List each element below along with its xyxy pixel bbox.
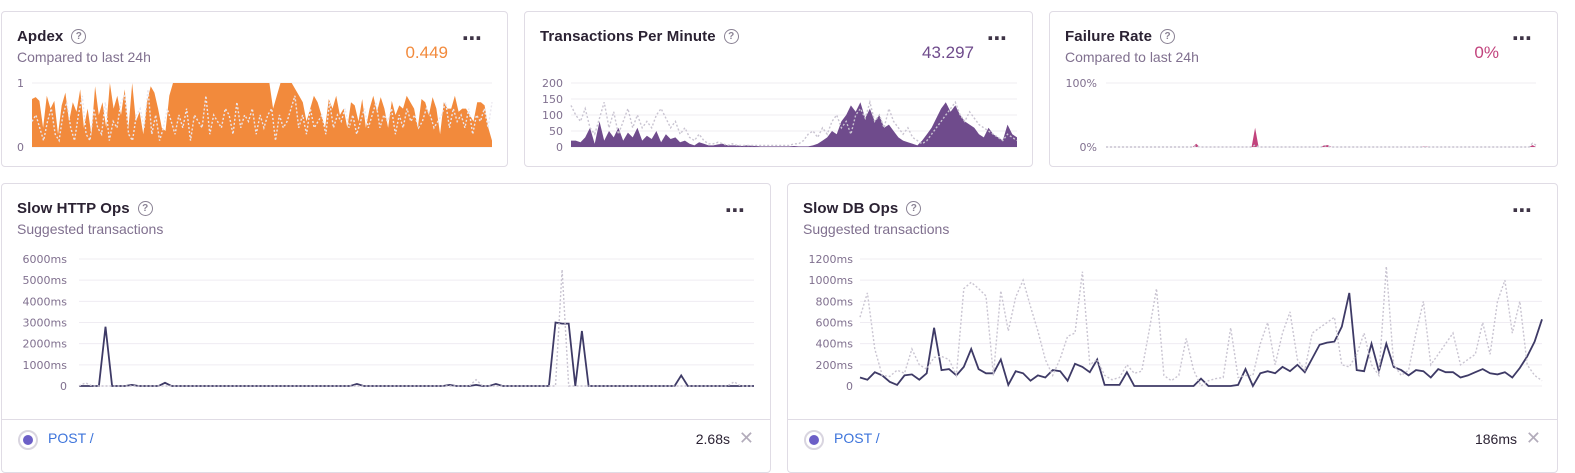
y-tick-label: 2000ms	[23, 338, 68, 351]
question-circle-icon[interactable]: ?	[906, 201, 922, 216]
y-tick-label: 0	[846, 380, 853, 393]
y-tick-label: 200ms	[816, 359, 854, 372]
apdex-subtitle: Compared to last 24h	[17, 49, 151, 65]
series-line	[859, 292, 1543, 388]
y-tick-label: 0	[556, 141, 563, 154]
failure-chart: 0% 100%	[1066, 77, 1537, 154]
question-circle-icon[interactable]: ?	[723, 29, 739, 44]
slow-db-ops-card: Slow DB Ops ? Suggested transactions ⋯ 0…	[787, 183, 1558, 473]
comparison-line	[31, 89, 493, 143]
question-circle-icon[interactable]: ?	[1160, 29, 1176, 44]
series-area	[1106, 127, 1536, 147]
tpm-title-row: Transactions Per Minute ?	[540, 28, 739, 45]
tpm-title: Transactions Per Minute	[540, 28, 716, 45]
transaction-link[interactable]: POST /	[48, 430, 94, 446]
y-tick-label: 0	[17, 141, 24, 154]
apdex-title: Apdex	[17, 28, 64, 45]
slow-http-footer: POST / 2.68s ✕	[2, 419, 770, 459]
series-line	[79, 321, 754, 387]
y-tick-label: 1000ms	[809, 274, 854, 287]
failure-rate-card: Failure Rate ? Compared to last 24h 0% ⋯…	[1049, 11, 1558, 167]
comparison-line	[78, 269, 754, 387]
y-tick-label: 0	[60, 380, 67, 393]
comparison-line	[859, 266, 1543, 388]
failure-title-row: Failure Rate ?	[1065, 28, 1176, 45]
failure-title: Failure Rate	[1065, 28, 1153, 45]
tpm-card: Transactions Per Minute ? 43.297 ⋯ 0 50 10…	[524, 11, 1033, 167]
y-tick-label: 5000ms	[23, 274, 68, 287]
apdex-chart: 01	[17, 77, 493, 154]
y-tick-label: 3000ms	[23, 317, 68, 330]
slow-http-ops-card: Slow HTTP Ops ? Suggested transactions ⋯…	[1, 183, 771, 473]
y-tick-label: 150	[542, 93, 563, 106]
slow-db-footer: POST / 186ms ✕	[788, 419, 1557, 459]
close-icon[interactable]: ✕	[1525, 428, 1541, 448]
apdex-title-row: Apdex ?	[17, 28, 87, 45]
slow-db-title-row: Slow DB Ops ?	[803, 200, 922, 217]
slow-http-subtitle: Suggested transactions	[17, 221, 164, 237]
y-tick-label: 0%	[1080, 141, 1097, 154]
y-tick-label: 100%	[1066, 77, 1097, 90]
transaction-link[interactable]: POST /	[834, 430, 880, 446]
transaction-duration: 186ms	[1474, 431, 1517, 447]
transaction-duration: 2.68s	[695, 431, 730, 447]
slow-http-title: Slow HTTP Ops	[17, 200, 130, 217]
failure-subtitle: Compared to last 24h	[1065, 49, 1199, 65]
slow-db-title: Slow DB Ops	[803, 200, 899, 217]
comparison-line	[1106, 142, 1537, 148]
y-tick-label: 800ms	[816, 295, 854, 308]
y-tick-label: 400ms	[816, 338, 854, 351]
series-area	[571, 102, 1017, 147]
tpm-value: 43.297	[922, 43, 974, 62]
y-tick-label: 600ms	[816, 317, 854, 330]
close-icon[interactable]: ✕	[738, 428, 754, 448]
y-tick-label: 200	[542, 77, 563, 90]
slow-db-chart: 0 200ms 400ms 600ms 800ms 1000ms 1200ms	[809, 253, 1543, 393]
failure-value: 0%	[1474, 43, 1499, 62]
y-tick-label: 1	[17, 77, 24, 90]
slow-db-subtitle: Suggested transactions	[803, 221, 950, 237]
slow-http-chart: 0 1000ms 2000ms 3000ms 4000ms 5000ms 6000ms	[23, 253, 754, 393]
series-color-dot	[804, 430, 824, 450]
y-tick-label: 4000ms	[23, 295, 68, 308]
apdex-value: 0.449	[405, 43, 448, 62]
series-color-dot	[18, 430, 38, 450]
y-tick-label: 1200ms	[809, 253, 854, 266]
tpm-chart: 0 50 100 150 200	[542, 77, 1018, 154]
y-tick-label: 100	[542, 109, 563, 122]
y-tick-label: 1000ms	[23, 359, 68, 372]
question-circle-icon[interactable]: ?	[137, 201, 153, 216]
y-tick-label: 6000ms	[23, 253, 68, 266]
question-circle-icon[interactable]: ?	[71, 29, 87, 44]
series-area	[32, 83, 492, 147]
y-tick-label: 50	[549, 125, 563, 138]
slow-http-title-row: Slow HTTP Ops ?	[17, 200, 153, 217]
